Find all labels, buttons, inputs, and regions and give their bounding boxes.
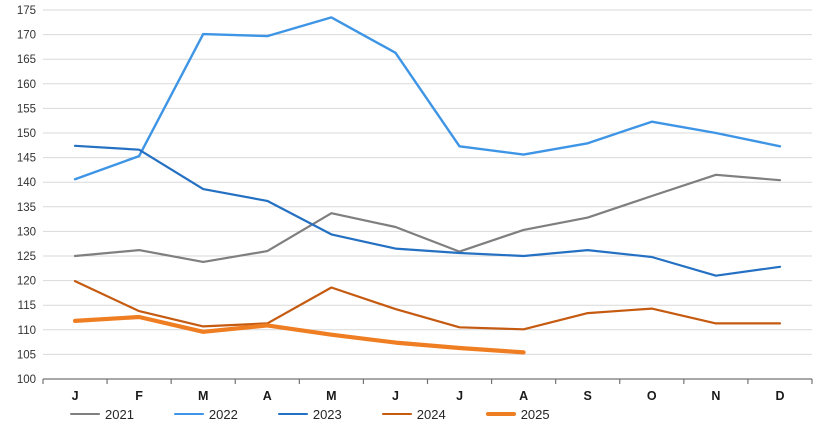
y-tick-label: 140	[17, 177, 36, 189]
legend-item-2021: 2021	[70, 408, 134, 421]
series-line-2025	[72, 314, 526, 355]
legend-swatch-2023	[277, 412, 308, 416]
y-tick-label: 175	[17, 5, 36, 17]
x-tick-label: M	[198, 389, 208, 403]
x-tick-label: O	[647, 389, 657, 403]
y-tick-label: 170	[17, 30, 36, 42]
y-tick-label: 130	[17, 226, 36, 238]
x-tick-label: F	[135, 389, 143, 403]
y-tick-label: 135	[17, 202, 36, 214]
legend-item-2022: 2022	[173, 406, 238, 422]
legend-item-2025: 2025	[485, 406, 550, 422]
series-line-2022	[73, 16, 782, 181]
y-tick-label: 150	[17, 128, 36, 140]
x-tick-label: S	[584, 389, 592, 403]
y-tick-label: 110	[18, 325, 36, 337]
chart-legend: 2021 2022 2023 2024 2025	[70, 403, 550, 425]
x-tick-label: A	[519, 389, 528, 403]
y-tick-label: 155	[17, 103, 36, 115]
series-line-2024	[73, 280, 782, 331]
x-tick-label: N	[711, 389, 720, 403]
legend-swatch-2021	[70, 412, 100, 416]
line-chart-svg: 100 105 110 115 120 125 130 135 140 145 150 155 160 1…	[17, 5, 813, 403]
x-tick-label: A	[263, 389, 272, 403]
legend-label-2022: 2022	[208, 406, 238, 422]
x-axis	[42, 378, 813, 384]
y-tick-label: 115	[18, 300, 36, 312]
legend-label-2021: 2021	[105, 406, 134, 422]
x-tick-label: D	[775, 389, 784, 403]
legend-label-2025: 2025	[520, 406, 550, 422]
x-tick-label: J	[72, 389, 79, 403]
legend-swatch-2025	[485, 412, 516, 416]
x-tick-label: J	[392, 389, 399, 403]
y-tick-label: 145	[17, 153, 36, 165]
y-axis-labels: 100 105 110 115 120 125 130 135 140 145 150 155 160 1…	[17, 5, 36, 386]
legend-label-2024: 2024	[416, 406, 446, 422]
y-tick-label: 165	[17, 54, 36, 66]
y-tick-label: 105	[17, 349, 36, 361]
legend-item-2023: 2023	[277, 406, 342, 422]
legend-swatch-2024	[381, 412, 412, 416]
y-tick-label: 125	[17, 251, 36, 263]
x-tick-label: M	[326, 389, 336, 403]
y-tick-label: 120	[17, 276, 36, 288]
series-line-2023	[73, 144, 782, 277]
legend-label-2023: 2023	[312, 406, 342, 422]
legend-item-2024: 2024	[381, 406, 446, 422]
legend-swatch-2022	[173, 412, 204, 416]
y-tick-label: 100	[17, 374, 36, 386]
gridlines	[43, 9, 812, 355]
series-line-2021	[73, 173, 782, 263]
y-tick-label: 160	[17, 79, 36, 91]
x-tick-label: J	[456, 389, 463, 403]
